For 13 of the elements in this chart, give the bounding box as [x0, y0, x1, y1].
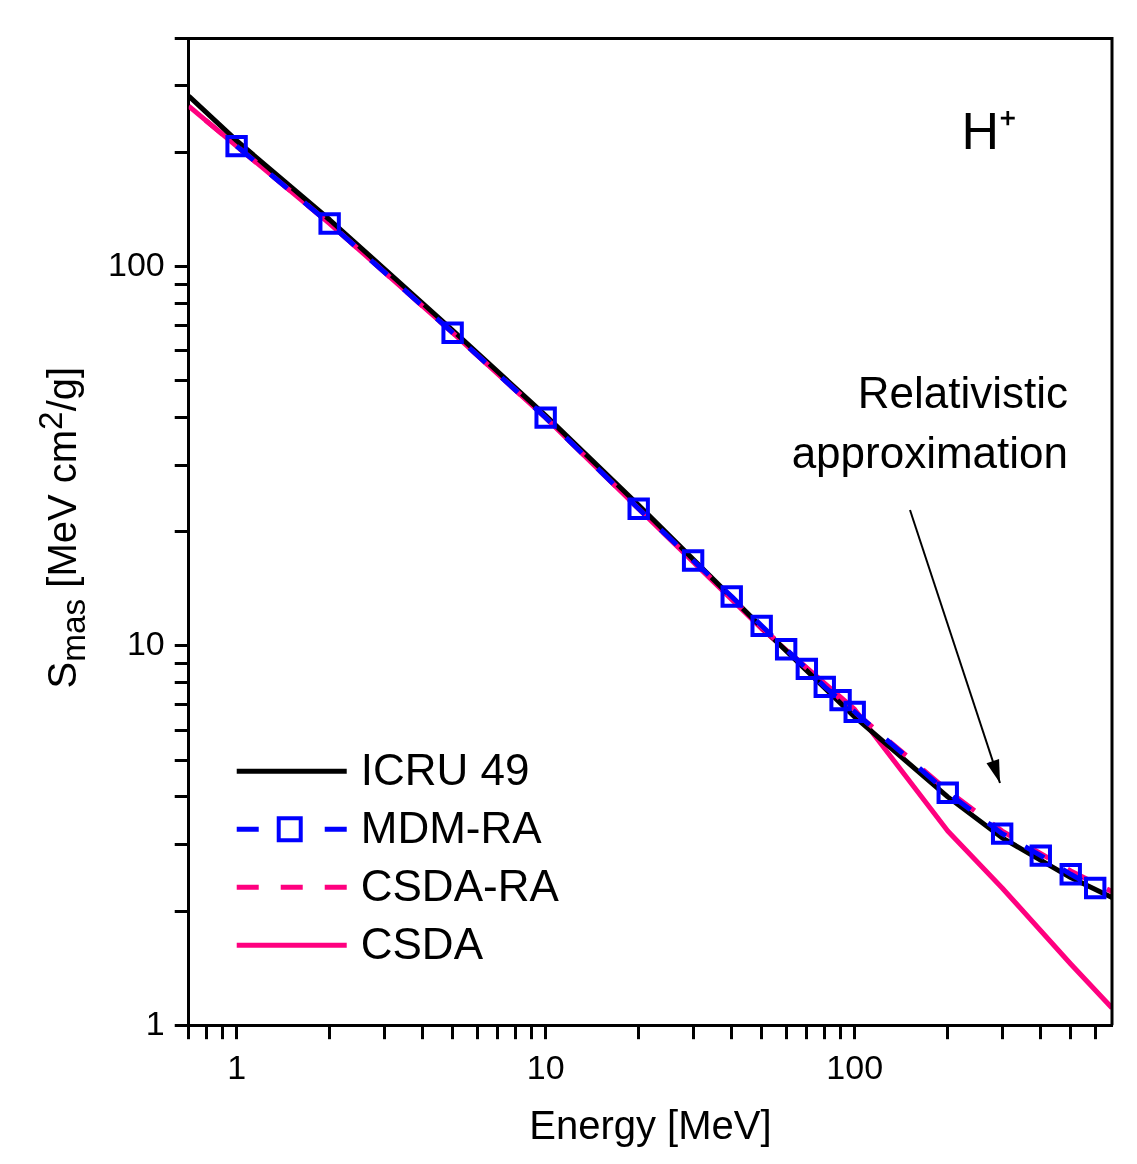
annotation: Relativistic approximation [791, 368, 1068, 478]
annotation: H⁺ [961, 101, 1017, 160]
y-tick-label: 100 [107, 245, 165, 284]
legend-label: MDM-RA [360, 803, 543, 853]
x-tick-label: 1 [227, 1047, 247, 1086]
x-tick-label: 10 [526, 1047, 565, 1086]
y-tick-label: 10 [126, 624, 165, 663]
legend-label: CSDA-RA [360, 861, 560, 911]
legend-label: CSDA [360, 919, 484, 969]
legend-label: ICRU 49 [360, 745, 530, 795]
x-axis-title: Energy [MeV] [529, 1103, 772, 1148]
y-tick-label: 1 [145, 1003, 165, 1042]
x-tick-label: 100 [826, 1047, 884, 1086]
